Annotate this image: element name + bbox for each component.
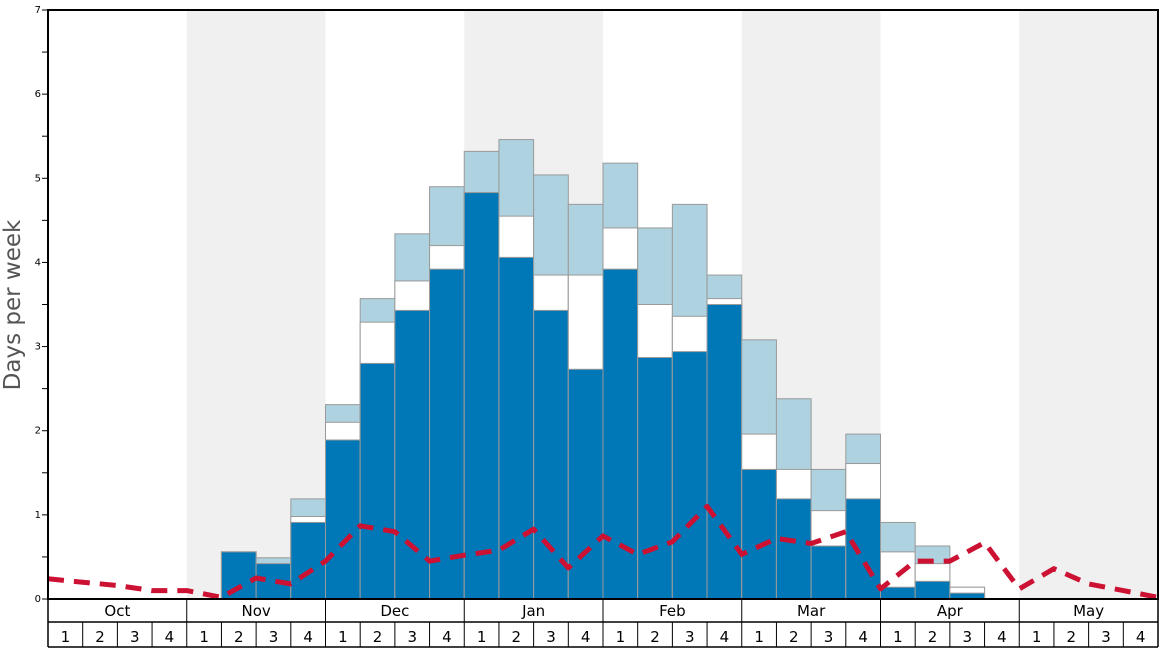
week-label: 2 <box>512 628 522 646</box>
month-label: Mar <box>797 602 826 620</box>
bar-dark <box>880 586 916 600</box>
bar-dark <box>463 192 500 600</box>
bar-dark <box>429 268 465 600</box>
week-label: 1 <box>61 628 71 646</box>
y-tick-label: 5 <box>35 173 41 184</box>
bar-dark <box>359 362 396 600</box>
week-label: 1 <box>338 628 348 646</box>
week-label: 3 <box>824 628 834 646</box>
month-shade-may <box>1019 10 1158 599</box>
week-label: 4 <box>858 628 868 646</box>
week-label: 4 <box>165 628 175 646</box>
y-axis: 0 1 2 3 4 5 6 7 <box>35 5 48 605</box>
bar-dark <box>914 580 951 600</box>
month-label: Oct <box>104 602 130 620</box>
month-label: Dec <box>380 602 409 620</box>
week-label: 2 <box>234 628 244 646</box>
y-tick-label: 6 <box>35 89 41 100</box>
week-label: 2 <box>373 628 383 646</box>
bar-dark <box>637 357 673 600</box>
week-label: 4 <box>442 628 452 646</box>
week-label: 4 <box>720 628 730 646</box>
week-label: 1 <box>616 628 626 646</box>
month-label: Nov <box>241 602 270 620</box>
y-axis-title: Days per week <box>0 219 26 390</box>
week-label: 4 <box>303 628 313 646</box>
bar-dark <box>533 309 569 600</box>
week-label: 1 <box>893 628 903 646</box>
bar-dark <box>741 468 777 600</box>
y-tick-label: 1 <box>35 510 41 521</box>
line-group <box>47 503 1159 600</box>
week-label: 3 <box>130 628 140 646</box>
bar-dark <box>567 368 604 600</box>
week-label: 4 <box>581 628 591 646</box>
month-label: Jan <box>521 602 545 620</box>
week-label: 1 <box>199 628 209 646</box>
bar-dark <box>498 256 535 600</box>
week-label: 3 <box>962 628 972 646</box>
week-label: 2 <box>95 628 105 646</box>
bar-dark <box>810 545 847 600</box>
y-tick-label: 4 <box>35 257 41 268</box>
month-label: Apr <box>937 602 964 620</box>
y-tick-label: 7 <box>35 5 41 16</box>
week-label: 1 <box>477 628 487 646</box>
x-axis: Oct 1 2 3 4 Nov 1 2 3 4 Dec 1 2 3 4 Jan 1 2 3 4 Feb 1 2 3 4 Mar 1 2… <box>47 599 1159 648</box>
month-label: Feb <box>659 602 686 620</box>
week-label: 3 <box>269 628 279 646</box>
month-label: May <box>1073 602 1104 620</box>
week-label: 4 <box>997 628 1007 646</box>
y-tick-label: 2 <box>35 426 41 437</box>
week-label: 1 <box>754 628 764 646</box>
week-label: 2 <box>789 628 799 646</box>
y-tick-label: 0 <box>35 594 41 605</box>
bar-dark <box>845 498 881 600</box>
bar-dark <box>325 439 361 600</box>
bar-dark <box>671 351 708 600</box>
bar-dark <box>290 521 326 600</box>
bar-dark <box>394 309 431 600</box>
series-line <box>47 503 1159 600</box>
week-label: 2 <box>650 628 660 646</box>
week-label: 2 <box>928 628 938 646</box>
week-label: 1 <box>1032 628 1042 646</box>
bar-dark <box>706 304 743 600</box>
y-tick-label: 3 <box>35 342 41 353</box>
week-label: 2 <box>1067 628 1077 646</box>
bar-dark <box>775 498 812 600</box>
bar-dark <box>220 551 257 600</box>
week-label: 3 <box>546 628 556 646</box>
week-label: 3 <box>407 628 417 646</box>
week-label: 3 <box>1101 628 1111 646</box>
week-label: 4 <box>1136 628 1146 646</box>
week-label: 3 <box>685 628 695 646</box>
